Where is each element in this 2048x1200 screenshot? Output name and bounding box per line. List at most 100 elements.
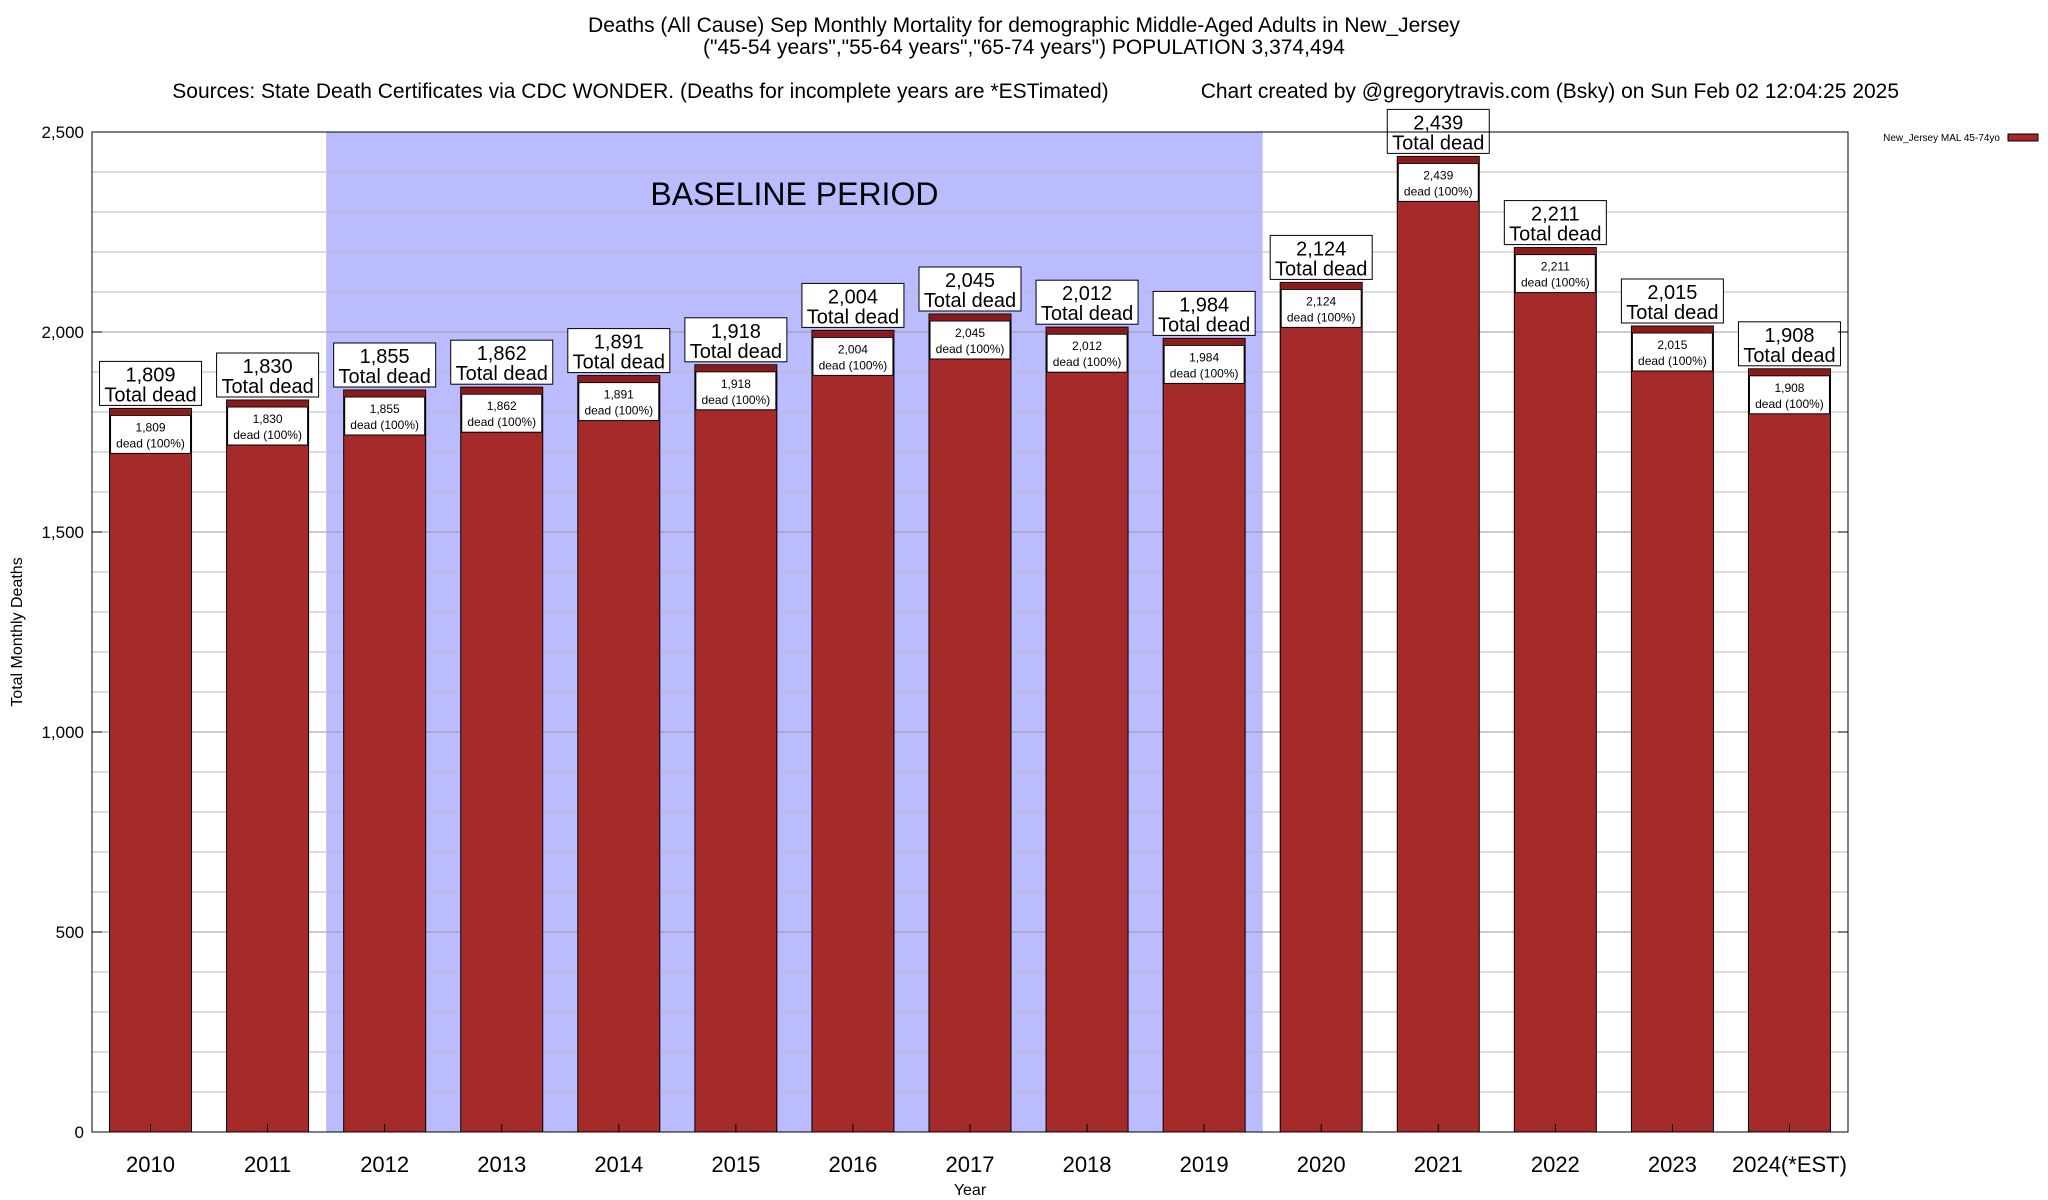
y-tick-label-1000: 1,000 — [41, 723, 84, 742]
x-tick-label-2017: 2017 — [946, 1152, 995, 1177]
chart-sources-text: Sources: State Death Certificates via CD… — [172, 80, 1109, 103]
y-axis-label: Total Monthly Deaths — [9, 557, 26, 706]
bar-cap-2019 — [1164, 339, 1245, 345]
total-dead-label-2011: Total dead — [221, 376, 313, 398]
legend-label: New_Jersey MAL 45-74yo — [1883, 133, 2000, 144]
bar-2019 — [1162, 337, 1246, 1133]
chart-title-line-2: ("45-54 years","55-64 years","65-74 year… — [703, 36, 1345, 59]
chart-title-line-3: Sources: State Death Certificates via CD… — [0, 56, 2048, 128]
total-value-label-2023: 2,015 — [1647, 282, 1697, 304]
total-label-box-2012 — [333, 342, 437, 388]
inner-dead-label-2016: dead (100%) — [819, 358, 888, 372]
inner-value-label-2017: 2,045 — [955, 326, 985, 340]
total-label-box-2019 — [1152, 290, 1256, 336]
bar-2017 — [928, 313, 1012, 1133]
total-label-box-2011 — [216, 352, 320, 398]
total-dead-label-2012: Total dead — [339, 366, 431, 388]
bar-2018 — [1045, 326, 1129, 1133]
x-tick-label-2012: 2012 — [360, 1152, 409, 1177]
inner-label-box-2012 — [344, 396, 426, 436]
bar-cap-2014 — [578, 376, 659, 382]
total-value-label-2018: 2,012 — [1062, 283, 1112, 305]
inner-value-label-2018: 2,012 — [1072, 339, 1102, 353]
total-label-box-2018 — [1035, 279, 1139, 325]
bar-2024(*EST) — [1747, 368, 1831, 1133]
bar-2012 — [343, 389, 427, 1133]
inner-dead-label-2019: dead (100%) — [1170, 366, 1239, 380]
inner-label-box-2021 — [1397, 162, 1479, 202]
inner-dead-label-2011: dead (100%) — [233, 428, 302, 442]
y-tick-label-1500: 1,500 — [41, 523, 84, 542]
total-dead-label-2015: Total dead — [690, 341, 782, 363]
inner-value-label-2011: 1,830 — [253, 412, 283, 426]
total-dead-label-2014: Total dead — [573, 352, 665, 374]
total-label-box-2020 — [1269, 234, 1373, 280]
bar-cap-2016 — [812, 331, 893, 337]
inner-label-box-2019 — [1163, 344, 1245, 384]
x-tick-label-2024(*EST): 2024(*EST) — [1732, 1152, 1847, 1177]
bar-cap-2018 — [1047, 328, 1128, 334]
total-label-box-2014 — [567, 328, 671, 374]
y-tick-label-0: 0 — [75, 1123, 84, 1142]
total-label-box-2022 — [1503, 200, 1607, 246]
y-tick-label-2500: 2,500 — [41, 123, 84, 142]
inner-dead-label-2022: dead (100%) — [1521, 276, 1590, 290]
bar-cap-2011 — [227, 401, 308, 406]
x-tick-label-2014: 2014 — [594, 1152, 643, 1177]
bar-cap-2020 — [1281, 283, 1362, 289]
total-value-label-2014: 1,891 — [594, 332, 644, 354]
total-dead-label-2016: Total dead — [807, 306, 899, 328]
total-value-label-2022: 2,211 — [1531, 204, 1580, 226]
total-value-label-2019: 1,984 — [1179, 294, 1229, 316]
inner-label-box-2024(*EST) — [1748, 375, 1830, 415]
total-dead-label-2024(*EST): Total dead — [1743, 345, 1835, 367]
bar-cap-2013 — [461, 388, 542, 394]
total-dead-label-2020: Total dead — [1275, 258, 1367, 280]
x-axis-label: Year — [954, 1182, 987, 1199]
inner-label-box-2020 — [1280, 288, 1362, 328]
inner-dead-label-2017: dead (100%) — [936, 342, 1005, 356]
total-dead-label-2019: Total dead — [1158, 314, 1250, 336]
total-label-box-2017 — [918, 266, 1022, 312]
total-value-label-2021: 2,439 — [1413, 112, 1463, 134]
total-label-box-2015 — [684, 317, 788, 363]
bar-2016 — [811, 329, 895, 1133]
inner-dead-label-2014: dead (100%) — [584, 404, 653, 418]
total-dead-label-2013: Total dead — [456, 363, 548, 385]
total-value-label-2017: 2,045 — [945, 270, 995, 292]
total-label-box-2021 — [1386, 108, 1490, 154]
inner-dead-label-2010: dead (100%) — [116, 436, 185, 450]
baseline-period-label: BASELINE PERIOD — [650, 176, 938, 212]
total-label-box-2023 — [1620, 278, 1724, 324]
total-dead-label-2021: Total dead — [1392, 132, 1484, 154]
inner-value-label-2019: 1,984 — [1189, 350, 1219, 364]
x-tick-label-2020: 2020 — [1297, 1152, 1346, 1177]
total-dead-label-2022: Total dead — [1509, 224, 1601, 246]
inner-value-label-2022: 2,211 — [1541, 260, 1570, 274]
inner-label-box-2023 — [1631, 332, 1713, 372]
x-tick-label-2018: 2018 — [1063, 1152, 1112, 1177]
bar-cap-2021 — [1398, 157, 1479, 163]
inner-dead-label-2024(*EST): dead (100%) — [1755, 397, 1824, 411]
x-tick-label-2013: 2013 — [477, 1152, 526, 1177]
inner-label-box-2018 — [1046, 333, 1128, 373]
total-value-label-2011: 1,830 — [243, 356, 293, 378]
inner-dead-label-2018: dead (100%) — [1053, 355, 1122, 369]
total-dead-label-2017: Total dead — [924, 290, 1016, 312]
inner-value-label-2024(*EST): 1,908 — [1774, 381, 1804, 395]
plot-frame — [91, 131, 1849, 1133]
total-value-label-2020: 2,124 — [1296, 238, 1346, 260]
total-dead-label-2023: Total dead — [1626, 302, 1718, 324]
total-value-label-2012: 1,855 — [360, 346, 410, 368]
bar-cap-2010 — [110, 409, 191, 415]
bar-cap-2012 — [344, 391, 425, 396]
bar-cap-2024(*EST) — [1749, 369, 1830, 375]
total-value-label-2024(*EST): 1,908 — [1764, 325, 1814, 347]
y-tick-label-500: 500 — [56, 923, 84, 942]
bar-2014 — [577, 375, 661, 1133]
bar-2013 — [460, 386, 544, 1133]
inner-label-box-2017 — [929, 320, 1011, 360]
total-value-label-2010: 1,809 — [126, 364, 176, 386]
